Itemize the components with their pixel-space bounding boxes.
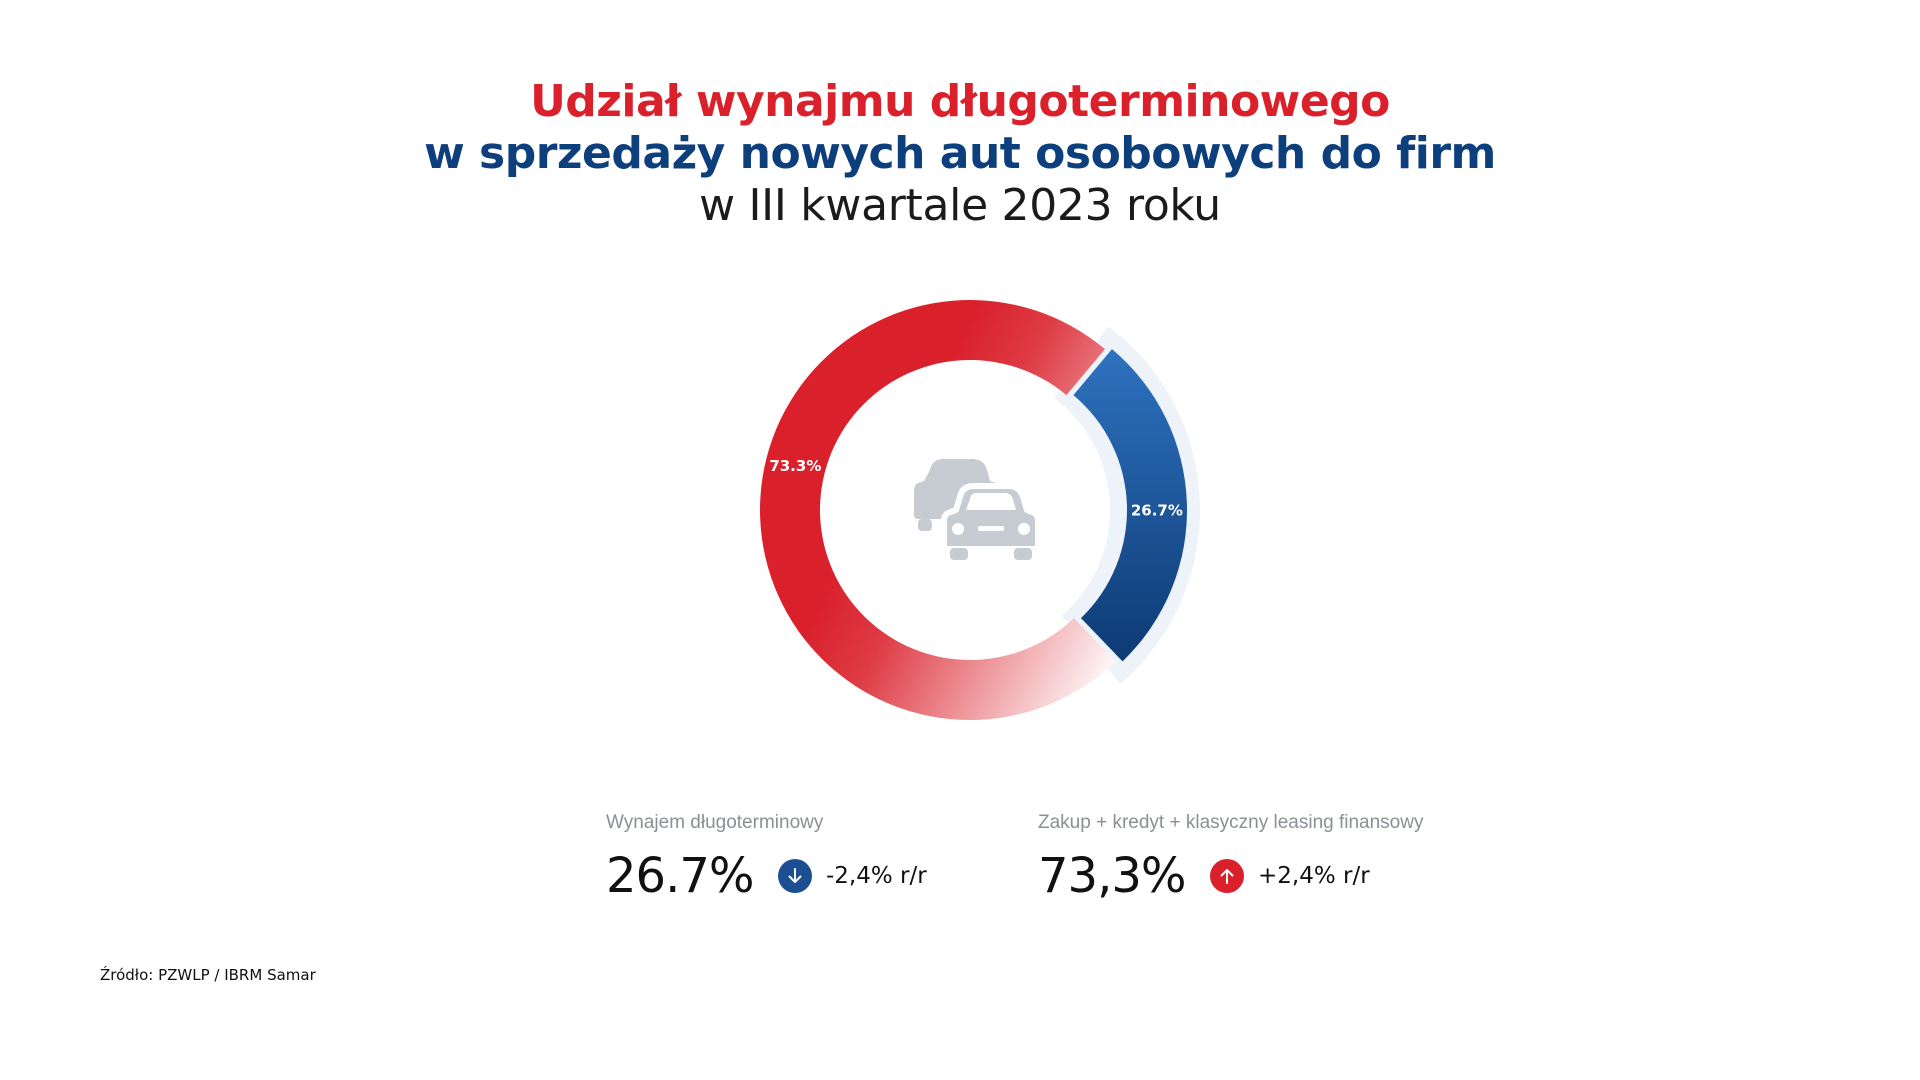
stat-change: +2,4% r/r	[1258, 863, 1370, 889]
data-label-purchase-credit-leasing: 73.3%	[769, 457, 821, 475]
title-line-2: w sprzedaży nowych aut osobowych do firm	[424, 128, 1496, 179]
slice-long-term-rental	[1073, 349, 1187, 662]
slice-purchase-credit-leasing	[760, 300, 1116, 720]
source-note: Źródło: PZWLP / IBRM Samar	[100, 966, 316, 984]
data-label-long-term-rental: 26.7%	[1131, 501, 1183, 519]
cars-icon	[914, 459, 1041, 560]
stat-purchase-credit-leasing: Zakup + kredyt + klasyczny leasing finan…	[1038, 812, 1423, 904]
arrow-down-icon	[778, 859, 812, 893]
stat-label: Zakup + kredyt + klasyczny leasing finan…	[1038, 812, 1424, 833]
stat-label: Wynajem długoterminowy	[606, 812, 824, 833]
stat-long-term-rental: Wynajem długoterminowy 26.7% -2,4% r/r	[606, 812, 927, 904]
stat-value: 73,3%	[1038, 848, 1186, 904]
chart-title: Udział wynajmu długoterminowego w sprzed…	[0, 76, 1920, 232]
title-line-3: w III kwartale 2023 roku	[699, 180, 1221, 231]
donut-chart: 26.7% 73.3%	[760, 300, 1200, 720]
title-line-1: Udział wynajmu długoterminowego	[530, 76, 1390, 127]
stat-value: 26.7%	[606, 848, 754, 904]
stat-change: -2,4% r/r	[826, 863, 927, 889]
arrow-up-icon	[1210, 859, 1244, 893]
